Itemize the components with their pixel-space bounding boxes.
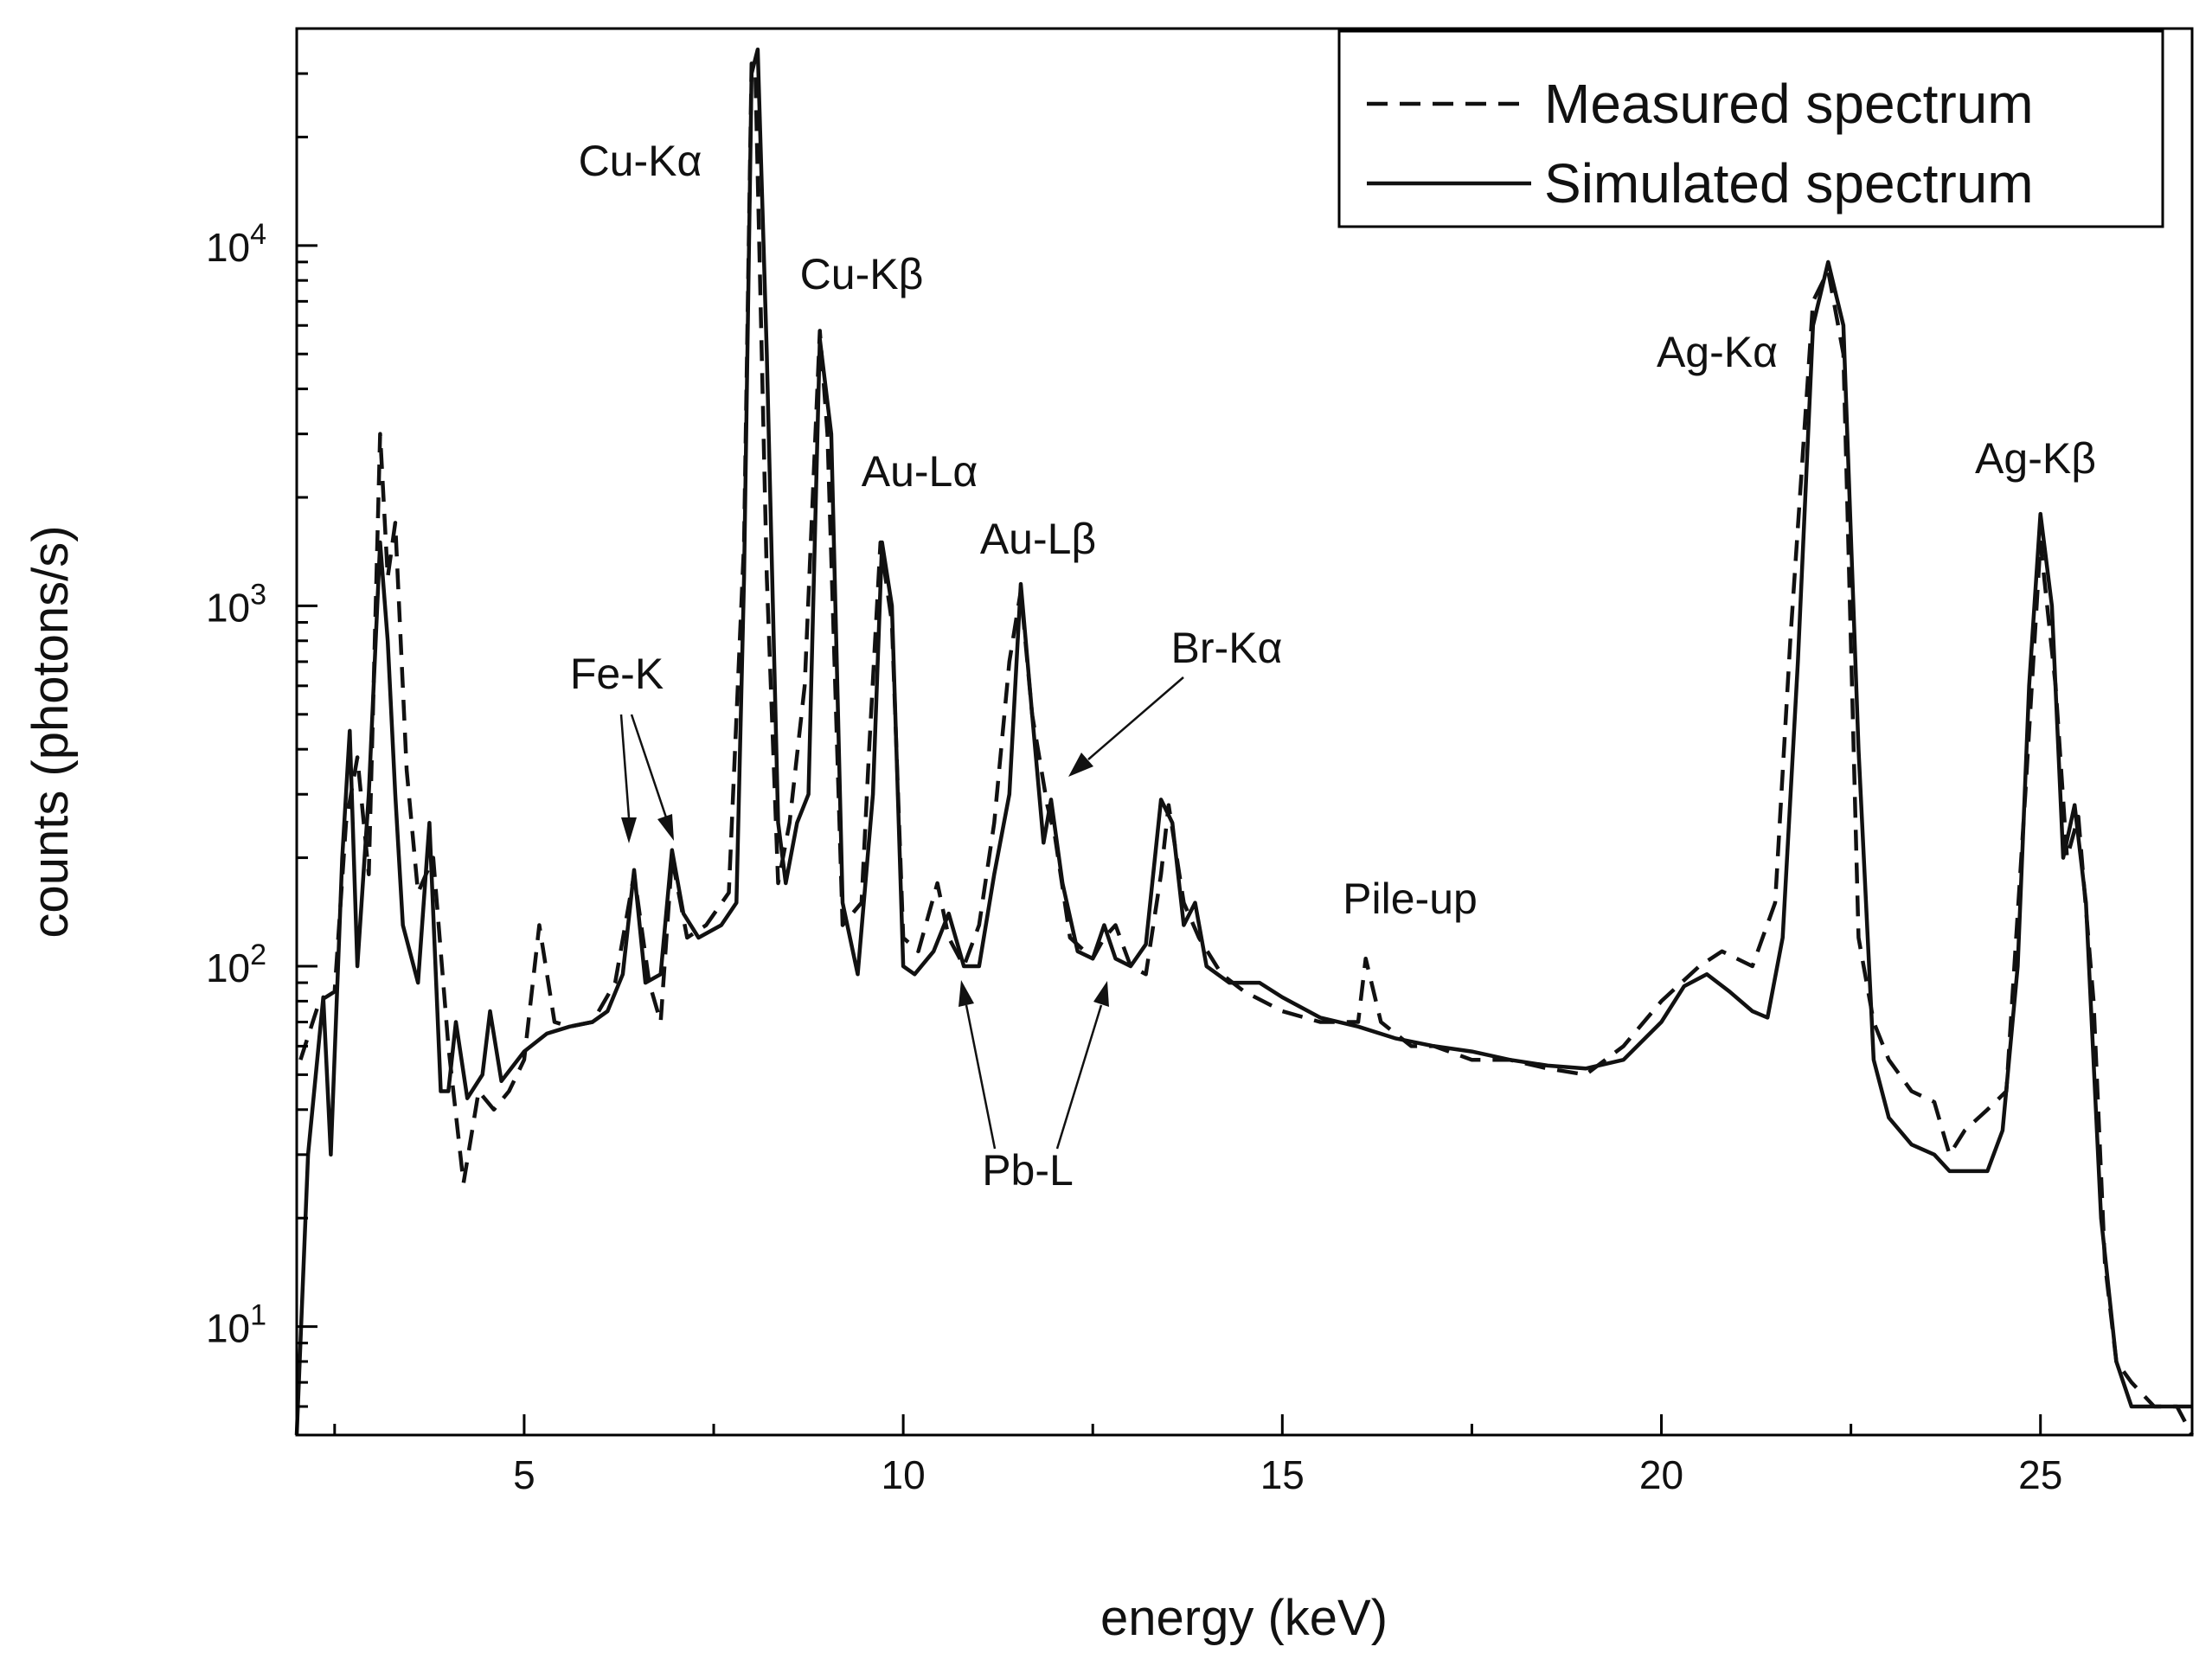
arrow-pb-l-2-head bbox=[1093, 981, 1109, 1007]
arrow-fe-k-2 bbox=[630, 714, 668, 818]
y-tick-label: 104 bbox=[206, 218, 266, 270]
annotation-au-lb: Au-Lβ bbox=[980, 515, 1096, 563]
y-tick-label: 102 bbox=[206, 939, 266, 990]
series-measured-spectrum bbox=[298, 61, 2194, 1437]
legend-label-simulated: Simulated spectrum bbox=[1544, 152, 2034, 215]
y-axis-ticks: 101 102 103 104 bbox=[206, 27, 317, 1437]
x-tick-label: 25 bbox=[2018, 1452, 2062, 1497]
arrow-pb-l-2 bbox=[1055, 1004, 1103, 1150]
legend: Measured spectrum Simulated spectrum bbox=[1337, 29, 2164, 228]
arrow-br-ka-head bbox=[1068, 753, 1093, 777]
arrow-fe-k-2-head bbox=[657, 814, 674, 841]
annotation-br-ka: Br-Kα bbox=[1171, 624, 1283, 672]
annotation-pb-l: Pb-L bbox=[982, 1146, 1074, 1195]
arrow-pb-l-1 bbox=[965, 1004, 997, 1150]
annotation-cu-kb: Cu-Kβ bbox=[800, 250, 924, 298]
plot-frame bbox=[295, 27, 2194, 1437]
legend-box bbox=[1337, 29, 2164, 228]
annotation-au-la: Au-Lα bbox=[862, 447, 978, 496]
arrow-pb-l-1-head bbox=[959, 980, 974, 1007]
x-axis-ticks: 5 10 15 20 25 bbox=[333, 1414, 2062, 1497]
x-tick-label: 15 bbox=[1260, 1452, 1305, 1497]
annotation-cu-ka: Cu-Kα bbox=[579, 137, 702, 185]
series-simulated-spectrum bbox=[294, 47, 2192, 1436]
y-tick-label: 101 bbox=[206, 1299, 266, 1351]
series-layer bbox=[294, 47, 2194, 1437]
annotation-arrows bbox=[619, 676, 1184, 1150]
x-tick-label: 10 bbox=[882, 1452, 926, 1497]
annotation-fe-k: Fe-K bbox=[570, 650, 664, 698]
y-axis-title: counts (photons/s) bbox=[22, 525, 79, 938]
annotation-pile-up: Pile-up bbox=[1343, 875, 1478, 923]
annotations: Cu-Kα Cu-Kβ Au-Lα Au-Lβ Br-Kα Fe-K Pile-… bbox=[570, 137, 2096, 1195]
arrow-fe-k-1-head bbox=[621, 817, 637, 843]
x-tick-label: 20 bbox=[1639, 1452, 1683, 1497]
annotation-ag-kb: Ag-Kβ bbox=[1975, 434, 2096, 483]
y-tick-label: 103 bbox=[206, 578, 266, 630]
annotation-ag-ka: Ag-Kα bbox=[1657, 328, 1778, 376]
arrow-br-ka bbox=[1087, 676, 1184, 760]
x-axis-title: energy (keV) bbox=[1100, 1590, 1388, 1646]
x-tick-label: 5 bbox=[513, 1452, 535, 1497]
legend-label-measured: Measured spectrum bbox=[1544, 73, 2034, 135]
arrow-fe-k-1 bbox=[619, 714, 631, 818]
